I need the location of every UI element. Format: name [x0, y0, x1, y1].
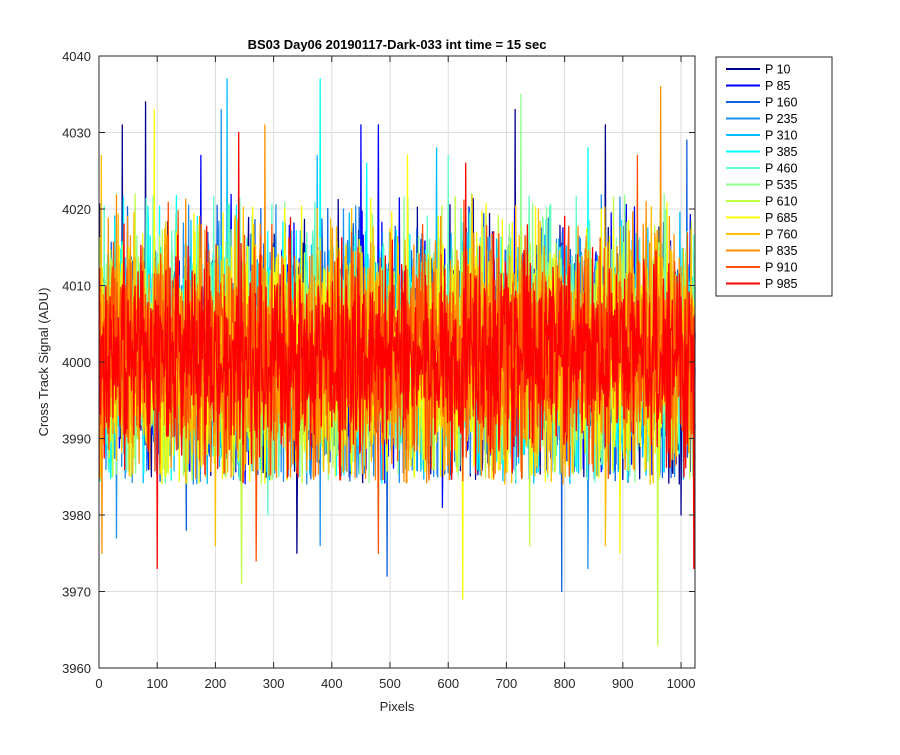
x-tick-label: 300: [263, 676, 285, 691]
series-line-p985: [98, 131, 696, 570]
x-tick-label: 600: [437, 676, 459, 691]
axis-ticks: 0 100 200 300 400 500 600 700 800 900 1000 3960 3970…: [62, 49, 695, 691]
x-tick-label: 100: [146, 676, 168, 691]
legend-label: P 385: [765, 145, 797, 159]
y-tick-label: 4000: [62, 355, 91, 370]
y-axis-label: Cross Track Signal (ADU): [36, 288, 51, 437]
y-tick-label: 3980: [62, 508, 91, 523]
legend-label: P 760: [765, 228, 797, 242]
legend-label: P 685: [765, 211, 797, 225]
x-tick-label: 400: [321, 676, 343, 691]
x-tick-label: 200: [205, 676, 227, 691]
legend-label: P 535: [765, 178, 797, 192]
legend-label: P 160: [765, 96, 797, 110]
x-axis-label: Pixels: [380, 699, 415, 714]
legend-label: P 835: [765, 244, 797, 258]
legend: P 10 P 85 P 160 P 235 P 310 P 385 P 460 P 535 P …: [715, 56, 833, 297]
x-tick-label: 500: [379, 676, 401, 691]
legend-label: P 985: [765, 277, 797, 291]
y-tick-label: 3970: [62, 585, 91, 600]
y-tick-label: 3960: [62, 661, 91, 676]
x-tick-label: 700: [496, 676, 518, 691]
x-tick-label: 800: [554, 676, 576, 691]
legend-label: P 10: [765, 63, 791, 77]
legend-label: P 460: [765, 162, 797, 176]
x-tick-label: 900: [612, 676, 634, 691]
x-tick-label: 1000: [667, 676, 696, 691]
series-lines: [98, 78, 696, 646]
legend-label: P 610: [765, 195, 797, 209]
chart-title: BS03 Day06 20190117-Dark-033 int time = …: [248, 37, 547, 52]
y-tick-label: 4020: [62, 202, 91, 217]
y-tick-label: 3990: [62, 432, 91, 447]
y-tick-label: 4040: [62, 49, 91, 64]
x-tick-label: 0: [95, 676, 102, 691]
legend-label: P 235: [765, 112, 797, 126]
legend-label: P 85: [765, 79, 791, 93]
legend-box: [715, 56, 833, 297]
y-tick-label: 4030: [62, 126, 91, 141]
legend-label: P 910: [765, 261, 797, 275]
legend-label: P 310: [765, 129, 797, 143]
y-tick-label: 4010: [62, 279, 91, 294]
